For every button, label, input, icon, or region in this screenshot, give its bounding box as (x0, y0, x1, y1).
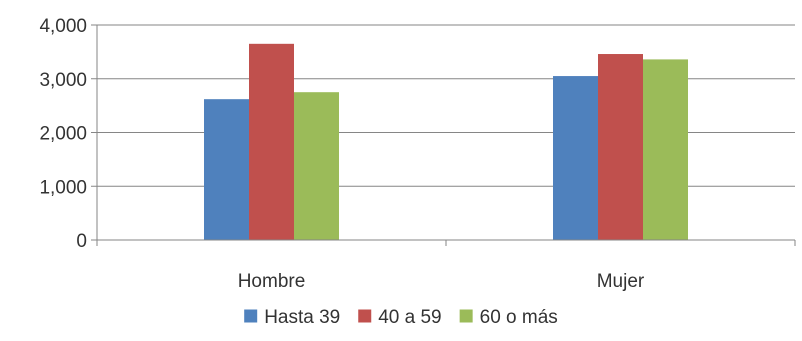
legend-swatch-3 (459, 309, 473, 323)
legend-label-2: 40 a 59 (378, 307, 441, 328)
bar-hombre-2 (249, 43, 294, 240)
legend: Hasta 39 40 a 59 60 o más (244, 307, 558, 328)
x-tick-label: Mujer (597, 271, 645, 292)
y-axis: 0 1,000 2,000 3,000 4,000 (39, 16, 98, 252)
gridlines (97, 24, 795, 187)
legend-label-1: Hasta 39 (264, 307, 340, 328)
x-tick-label: Hombre (238, 271, 306, 292)
y-tick-label: 4,000 (39, 16, 87, 37)
bars (204, 43, 688, 241)
legend-swatch-2 (358, 309, 372, 323)
legend-swatch-1 (244, 309, 258, 323)
bar-mujer-2 (598, 54, 643, 241)
y-tick-label: 3,000 (39, 70, 87, 91)
bar-hombre-3 (294, 92, 339, 240)
y-tick-label: 0 (76, 231, 87, 252)
y-tick-label: 1,000 (39, 177, 87, 198)
x-axis: Hombre Mujer (96, 239, 796, 292)
y-tick-label: 2,000 (39, 124, 87, 145)
bar-mujer-1 (553, 76, 598, 240)
bar-hombre-1 (204, 99, 249, 240)
bar-mujer-3 (643, 59, 688, 241)
legend-label-3: 60 o más (480, 307, 558, 328)
